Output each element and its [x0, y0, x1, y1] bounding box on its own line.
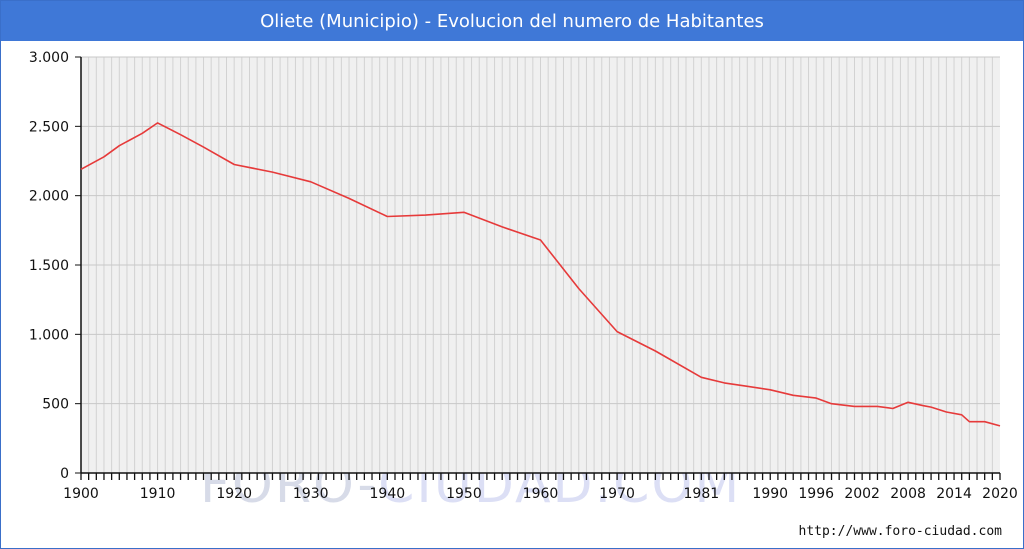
x-tick-label: 1930 — [293, 486, 329, 502]
chart-title: Oliete (Municipio) - Evolucion del numer… — [1, 1, 1023, 41]
x-tick-label: 1990 — [752, 486, 788, 502]
x-tick-label: 1920 — [216, 486, 252, 502]
x-tick-label: 1950 — [446, 486, 482, 502]
source-url[interactable]: http://www.foro-ciudad.com — [798, 524, 1003, 539]
y-tick-label: 2.500 — [29, 119, 69, 135]
y-tick-label: 0 — [60, 466, 69, 482]
x-tick-label: 1940 — [370, 486, 406, 502]
x-tick-label: 1900 — [63, 486, 99, 502]
x-tick-label: 1960 — [523, 486, 559, 502]
y-tick-label: 2.000 — [29, 189, 69, 205]
x-tick-label: 1996 — [798, 486, 834, 502]
y-tick-label: 1.000 — [29, 327, 69, 343]
y-tick-label: 500 — [42, 397, 69, 413]
y-tick-label: 3.000 — [29, 50, 69, 66]
y-tick-label: 1.500 — [29, 258, 69, 274]
x-tick-label: 1981 — [684, 486, 720, 502]
population-series-line — [80, 122, 1001, 427]
x-tick-label: 2008 — [890, 486, 926, 502]
x-tick-label: 2014 — [936, 486, 972, 502]
x-tick-label: 1910 — [140, 486, 176, 502]
x-tick-label: 1970 — [599, 486, 635, 502]
x-tick-label: 2020 — [982, 486, 1018, 502]
x-tick-label: 2002 — [844, 486, 880, 502]
